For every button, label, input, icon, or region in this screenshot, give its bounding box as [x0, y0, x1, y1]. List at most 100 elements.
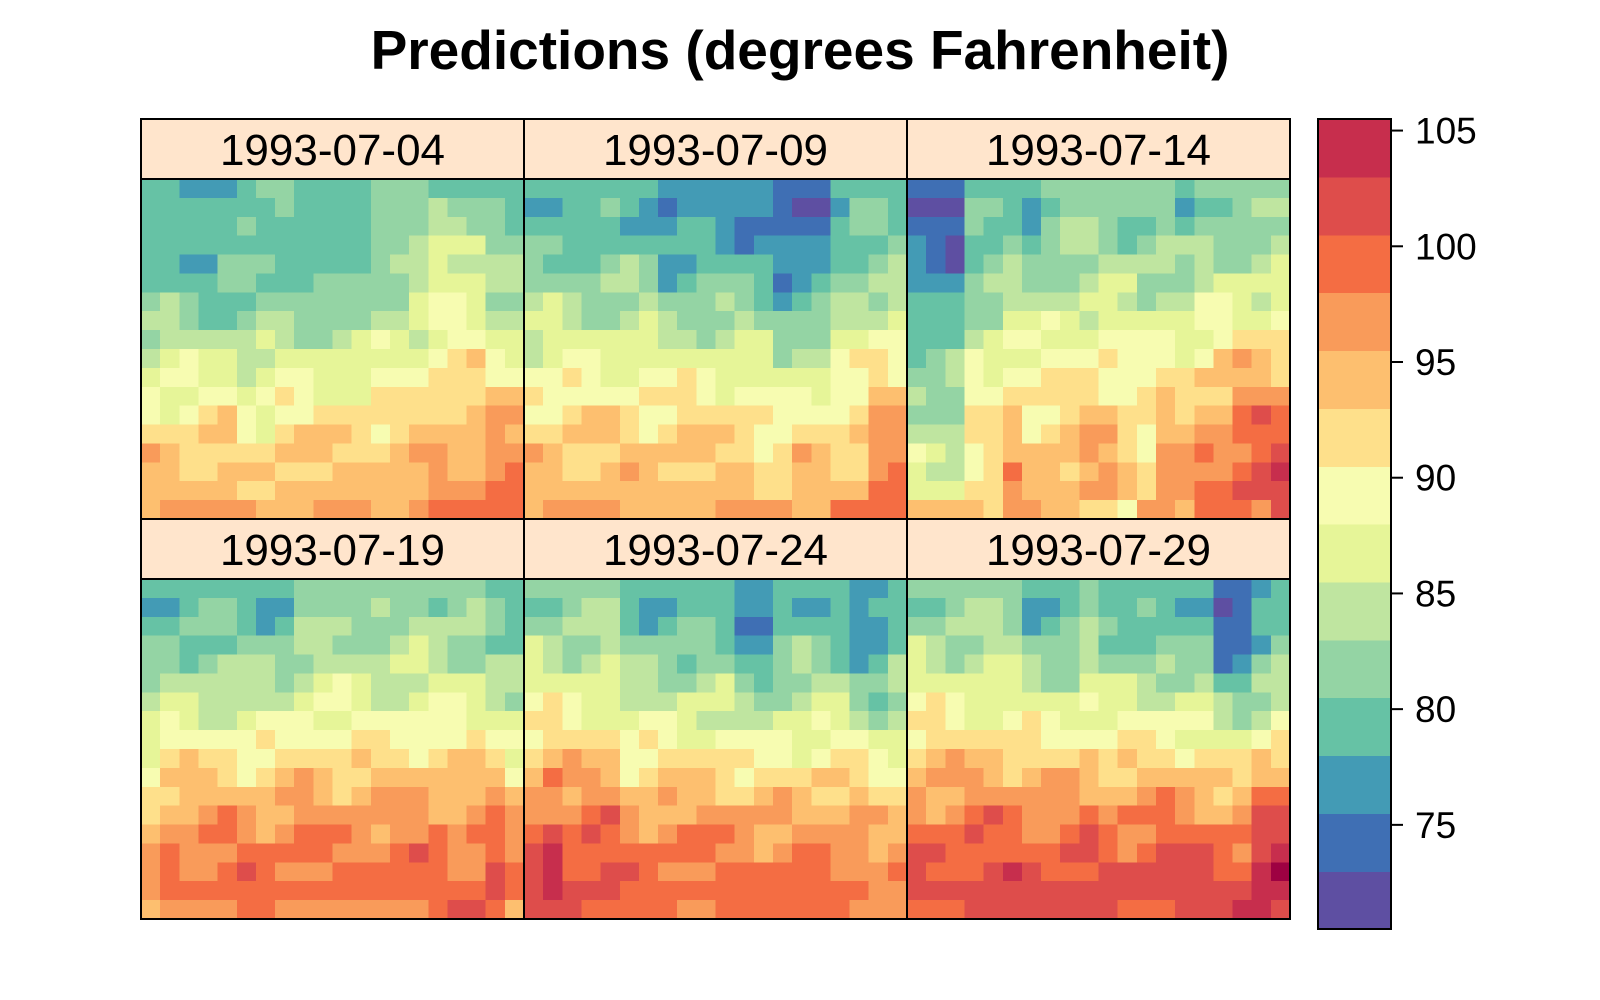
heatmap-cell [141, 311, 161, 331]
heatmap-cell [543, 635, 563, 656]
heatmap-cell [275, 405, 295, 426]
heatmap-cell [638, 349, 659, 369]
heatmap-cell [1117, 635, 1138, 656]
heatmap-cell [964, 424, 985, 445]
heatmap-cell [811, 443, 831, 463]
heatmap-cell [179, 235, 200, 256]
heatmap-cell [504, 711, 525, 731]
heatmap-cell [351, 197, 372, 218]
heatmap-cell [370, 292, 391, 312]
heatmap-cell [868, 424, 889, 445]
heatmap-cell [160, 862, 180, 882]
heatmap-cell [562, 254, 583, 275]
heatmap-cell [868, 405, 889, 426]
heatmap-cell [1079, 730, 1100, 750]
heatmap-cell [1060, 443, 1080, 463]
heatmap-cell [792, 673, 812, 693]
heatmap-cell [581, 730, 602, 750]
heatmap-cell [217, 616, 238, 637]
heatmap-cell [887, 692, 908, 712]
heatmap-cell [753, 616, 774, 637]
heatmap-cell [466, 330, 487, 350]
heatmap-cell [887, 424, 908, 445]
heatmap-cell [485, 179, 506, 199]
heatmap-cell [658, 197, 678, 218]
heatmap-cell [217, 654, 238, 675]
heatmap-cell [945, 179, 966, 199]
heatmap-cell [141, 749, 161, 769]
heatmap-cell [734, 443, 755, 463]
heatmap-cell [198, 900, 219, 920]
heatmap-cell [772, 386, 793, 407]
heatmap-cell [677, 424, 697, 445]
heatmap-cell [964, 386, 985, 407]
heatmap-cell [887, 711, 908, 731]
heatmap-cell [198, 711, 219, 731]
heatmap-cell [198, 197, 219, 218]
heatmap-cell [811, 367, 831, 388]
heatmap-cell [504, 654, 525, 675]
heatmap-cell [696, 786, 717, 807]
heatmap-cell [1041, 786, 1061, 807]
heatmap-cell [1060, 843, 1080, 863]
heatmap-cell [753, 349, 774, 369]
heatmap-cell [275, 843, 295, 863]
heatmap-cell [370, 405, 391, 426]
heatmap-cell [677, 597, 697, 618]
heatmap-cell [1117, 579, 1138, 599]
heatmap-cell [217, 749, 238, 769]
heatmap-cell [160, 197, 180, 218]
heatmap-cell [1155, 386, 1176, 407]
heatmap-cell [1021, 635, 1042, 656]
heatmap-cell [581, 216, 602, 237]
heatmap-cell [275, 805, 295, 826]
heatmap-cell [543, 330, 563, 350]
heatmap-cell [581, 367, 602, 388]
heatmap-cell [198, 824, 219, 845]
heatmap-cell [581, 881, 602, 901]
heatmap-cell [849, 767, 870, 788]
heatmap-cell [389, 235, 410, 256]
heatmap-cell [447, 824, 468, 845]
heatmap-cell [1060, 179, 1080, 199]
heatmap-cell [1155, 654, 1176, 675]
heatmap-cell [1213, 405, 1234, 426]
heatmap-cell [830, 900, 851, 920]
heatmap-cell [945, 597, 966, 618]
heatmap-cell [217, 443, 238, 463]
heatmap-cell [543, 443, 563, 463]
heatmap-cell [466, 462, 487, 482]
heatmap-cell [1021, 824, 1042, 845]
heatmap-cell [179, 824, 200, 845]
heatmap-cell [351, 254, 372, 275]
heatmap-cell [236, 254, 257, 275]
heatmap-cell [1021, 443, 1042, 463]
heatmap-cell [983, 824, 1004, 845]
heatmap-cell [160, 616, 180, 637]
heatmap-cell [198, 349, 219, 369]
heatmap-cell [313, 767, 334, 788]
heatmap-cell [275, 692, 295, 712]
heatmap-cell [964, 711, 985, 731]
heatmap-cell [504, 862, 525, 882]
heatmap-cell [964, 786, 985, 807]
heatmap-cell [1117, 654, 1138, 675]
heatmap-cell [294, 443, 314, 463]
heatmap-cell [543, 367, 563, 388]
heatmap-cell [734, 235, 755, 256]
heatmap-cell [792, 730, 812, 750]
heatmap-cell [619, 711, 640, 731]
heatmap-cell [1270, 767, 1291, 788]
heatmap-cell [141, 216, 161, 237]
heatmap-cell [524, 635, 544, 656]
heatmap-cell [466, 424, 487, 445]
heatmap-cell [217, 216, 238, 237]
heatmap-cell [141, 673, 161, 693]
heatmap-cell [1175, 881, 1195, 901]
heatmap-cell [1232, 254, 1253, 275]
heatmap-cell [658, 311, 678, 331]
heatmap-cell [428, 216, 448, 237]
heatmap-cell [1041, 292, 1061, 312]
heatmap-cell [581, 749, 602, 769]
heatmap-cell [466, 635, 487, 656]
